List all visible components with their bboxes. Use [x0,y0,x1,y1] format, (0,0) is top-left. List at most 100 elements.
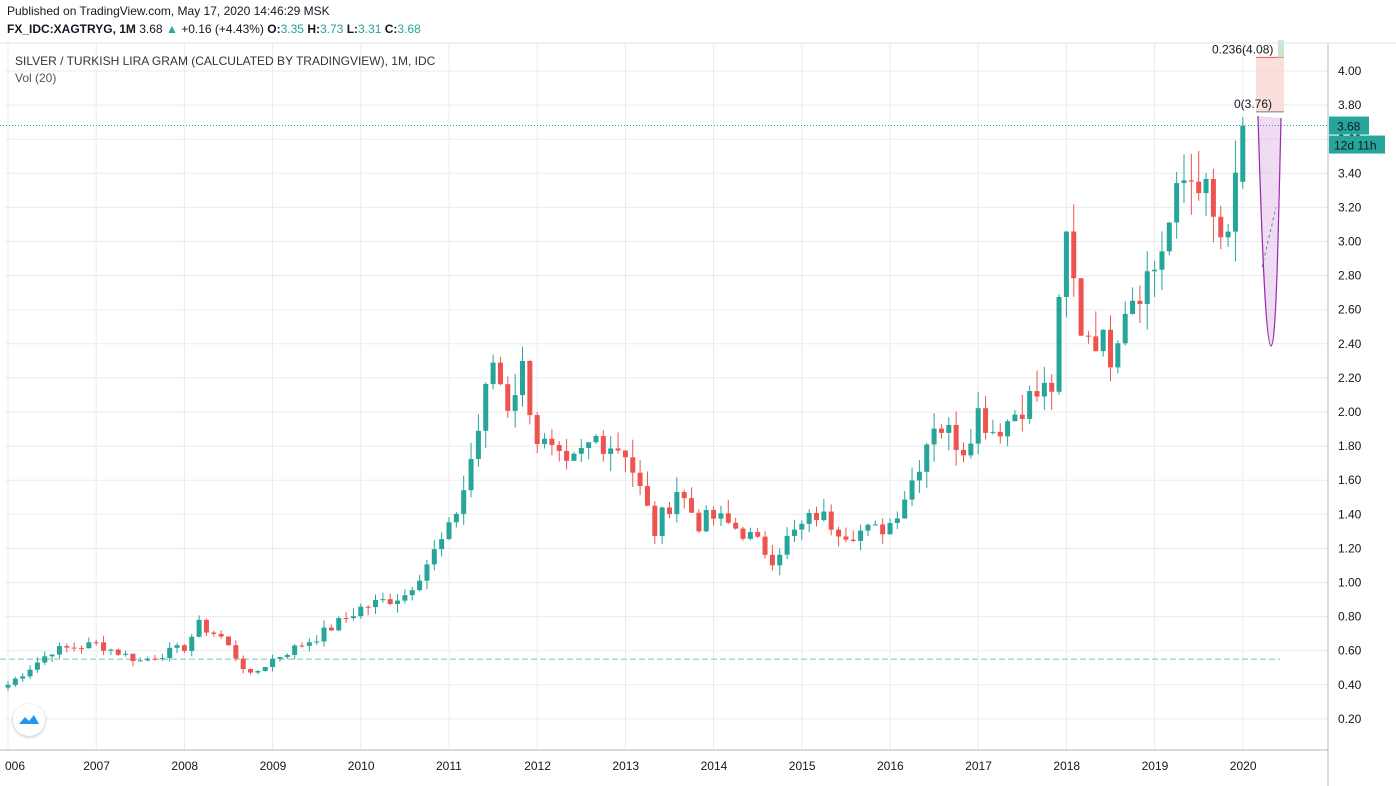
candle-body [681,492,687,499]
candle-body [1181,180,1187,184]
candle-body [505,384,511,411]
time-tick-label: 2008 [171,759,198,773]
candle-body [461,490,467,514]
candle-body [571,453,577,461]
chart-axes [0,42,1396,786]
candle-body [64,646,70,648]
time-tick-label: 2010 [348,759,375,773]
candle-body [306,642,312,646]
candle-body [733,522,739,529]
candle-body [961,449,966,456]
candle-body [181,645,187,651]
candle-body [152,658,158,660]
candle-body [343,618,349,620]
price-tick-label: 2.60 [1338,303,1362,317]
candle-body [975,408,981,444]
candle-body [292,645,298,655]
candle-body [887,522,893,535]
candle-body [1240,125,1246,182]
candle-body [1130,300,1136,314]
candle-body [86,642,92,649]
open-value: 3.35 [280,22,304,36]
candle-body [248,669,254,673]
candle-body [490,362,496,385]
candle-body [674,492,680,515]
price-tag: 3.68 12d 11h [0,116,1385,154]
candle-body [380,599,386,601]
volume-indicator-label[interactable]: Vol (20) [15,71,57,85]
time-axis[interactable]: 006 2007 2008 2009 2010 2011 2012 2013 2014 2015 2… [5,759,1257,773]
candle-body [446,522,452,540]
candle-body [1210,178,1216,217]
tradingview-logo-icon[interactable] [13,704,45,736]
price-tick-label: 1.80 [1338,439,1362,453]
candle-body [262,667,268,672]
candle-body [497,362,503,385]
candle-body [42,656,48,663]
chart-grid [5,43,1328,750]
candle-body [145,658,151,661]
time-tick-label: 2018 [1053,759,1080,773]
candle-body [865,524,871,531]
price-tick-label: 0.20 [1338,712,1362,726]
candle-body [1232,172,1238,232]
candle-body [167,647,173,659]
dashed-trend-line [1261,207,1277,268]
candle-body [453,513,459,523]
candle-body [740,528,746,539]
candle-body [777,554,783,566]
candle-body [174,645,180,648]
fib-label-0: 0(3.76) [1234,97,1272,111]
candle-body [615,448,621,451]
close-label: C: [384,22,398,36]
close-value: 3.68 [397,22,421,36]
fib-retracement-drawing[interactable]: 0.236(4.08) 0(3.76) [1212,40,1284,347]
candle-body [20,676,26,679]
last-price: 3.68 [139,22,163,36]
price-tick-label: 3.20 [1338,200,1362,214]
candle-body [711,509,717,519]
price-tick-label: 1.40 [1338,507,1362,521]
candle-body [894,518,900,523]
candle-body [358,606,364,617]
candle-body [226,636,231,646]
published-info: Published on TradingView.com, May 17, 20… [7,4,330,18]
candle-body [799,523,805,530]
candle-body [659,507,665,537]
candle-body [762,536,768,555]
candle-body [1225,231,1231,238]
candle-body [270,658,276,668]
candle-body [953,424,959,450]
candle-body [115,649,121,655]
high-value: 3.73 [319,22,344,36]
candle-body [1019,414,1025,419]
candle-body [203,619,209,633]
fib-zone-fill [1256,57,1284,112]
time-tick-label: 2009 [260,759,287,773]
candle-body [1174,183,1180,223]
candle-body [556,445,562,451]
candle-body [233,645,239,659]
candle-body [968,443,974,456]
candle-body [79,648,84,650]
candle-body [5,684,11,688]
candle-body [938,428,944,433]
candle-body [417,580,423,591]
price-change: +0.16 (+4.43%) [181,22,264,36]
candle-body [600,436,606,454]
candle-body [1108,329,1113,368]
candle-body [858,530,864,541]
price-tick-label: 3.00 [1338,235,1362,249]
candle-body [916,471,922,481]
candle-body [1115,343,1121,368]
candle-body [277,657,283,659]
pane-title: SILVER / TURKISH LIRA GRAM (CALCULATED B… [15,54,436,68]
candle-body [755,532,761,537]
last-price-tag-bg [1329,116,1369,135]
candle-body [622,450,628,458]
candle-body [791,529,797,536]
candle-body [512,395,518,411]
time-tick-label: 2015 [789,759,816,773]
price-axis[interactable]: 0.20 0.40 0.60 0.80 1.00 1.20 1.40 1.60 1.80 2.00… [1338,64,1362,726]
